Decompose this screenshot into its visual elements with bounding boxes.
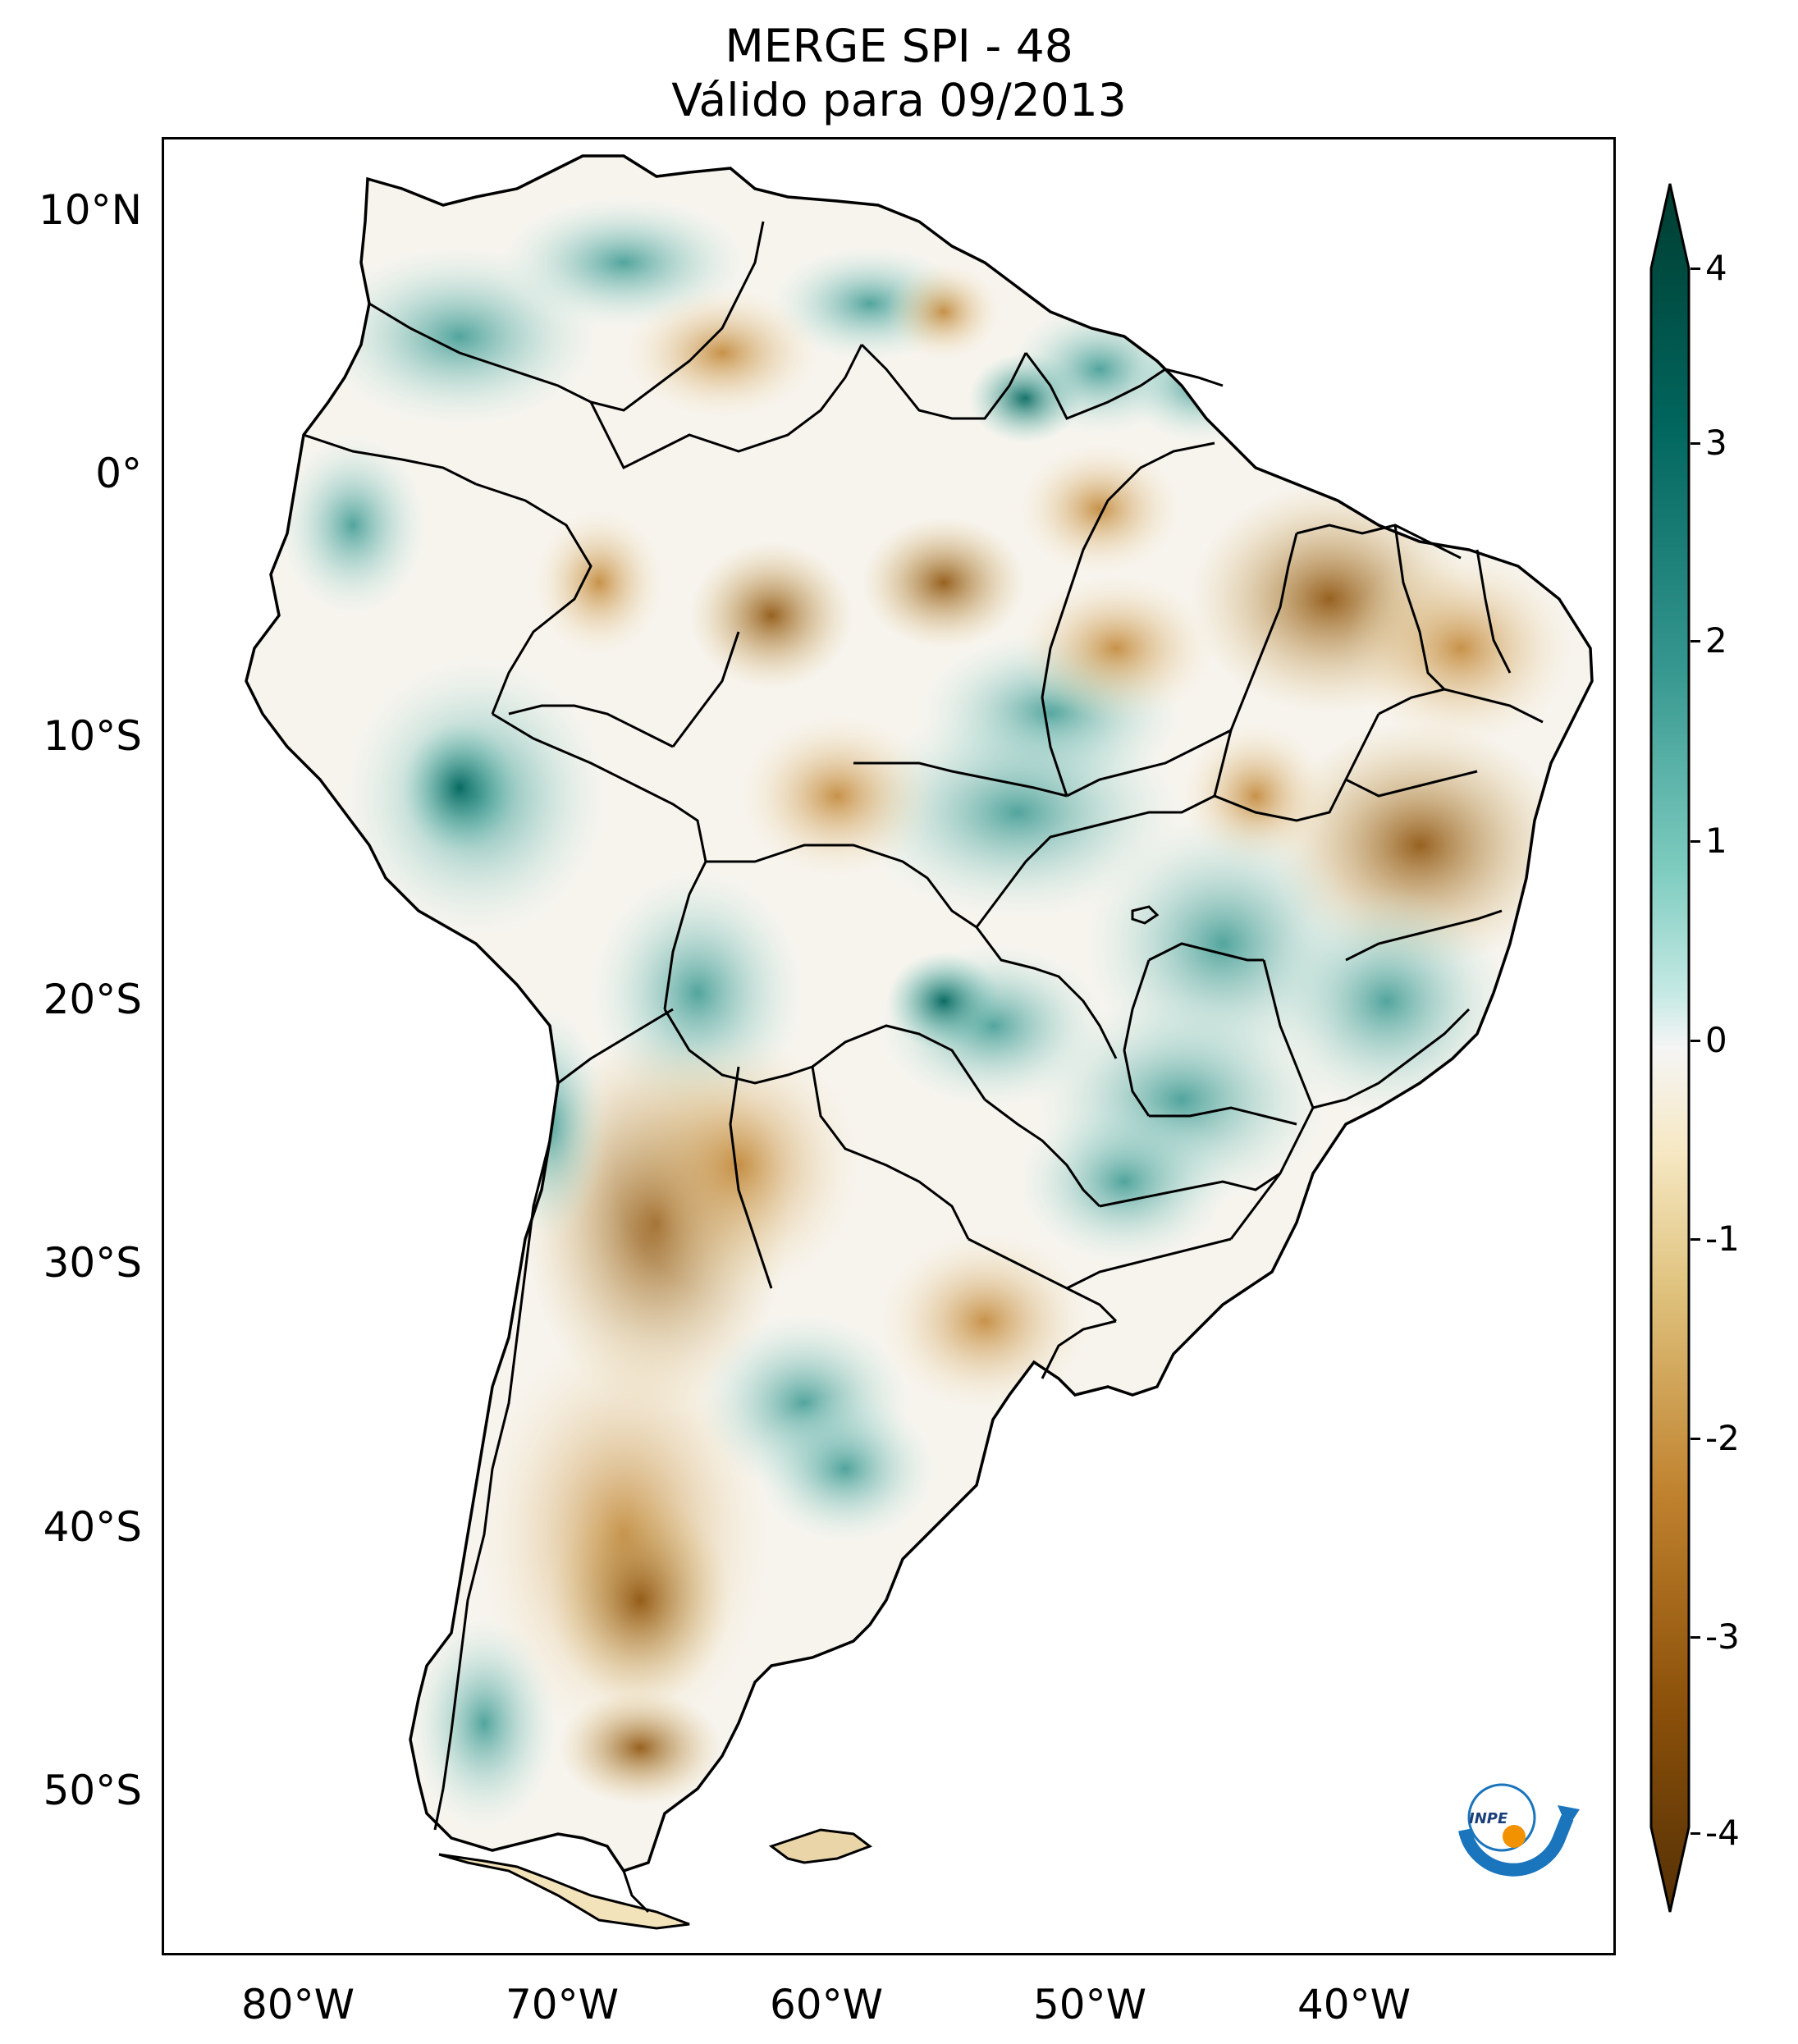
lat-label-10n: 10°N (38, 186, 142, 234)
inpe-logo: INPE (1444, 1772, 1592, 1879)
map-title: MERGE SPI - 48 (725, 20, 1073, 72)
map-plot-area: INPE (162, 137, 1616, 1955)
falkland-islands (768, 1828, 873, 1864)
lat-label-40s: 40°S (43, 1503, 142, 1551)
lat-label-30s: 30°S (43, 1239, 142, 1287)
colorbar-tick-0: 0 (1705, 1020, 1727, 1060)
lon-label-70w: 70°W (505, 1981, 620, 2028)
lat-label-20s: 20°S (43, 976, 142, 1023)
spi-field (279, 197, 1576, 1830)
inpe-logo-text: INPE (1469, 1810, 1508, 1827)
colorbar-tick-1: 1 (1705, 821, 1727, 861)
colorbar (1649, 183, 1690, 1913)
colorbar-tick-4: 4 (1705, 248, 1727, 288)
lon-label-80w: 80°W (240, 1981, 355, 2028)
lon-label-60w: 60°W (769, 1981, 884, 2028)
south-america-map (245, 154, 1594, 1930)
colorbar-tick-minus3: -3 (1705, 1616, 1740, 1657)
country-borders (303, 221, 1544, 1914)
colorbar-tick-3: 3 (1705, 423, 1727, 463)
lat-label-0: 0° (95, 450, 142, 497)
colorbar-tick-minus1: -1 (1705, 1219, 1740, 1259)
lat-label-10s: 10°S (43, 712, 142, 760)
inpe-logo-icon: INPE (1458, 1783, 1580, 1877)
lon-label-50w: 50°W (1032, 1981, 1147, 2028)
tierra-del-fuego (438, 1853, 690, 1930)
colorbar-tick-minus2: -2 (1705, 1418, 1740, 1458)
lon-label-40w: 40°W (1297, 1981, 1411, 2028)
colorbar-tick-2: 2 (1705, 620, 1727, 661)
colorbar-tick-minus4: -4 (1705, 1813, 1740, 1853)
map-subtitle: Válido para 09/2013 (671, 74, 1127, 126)
lat-label-50s: 50°S (43, 1767, 142, 1814)
